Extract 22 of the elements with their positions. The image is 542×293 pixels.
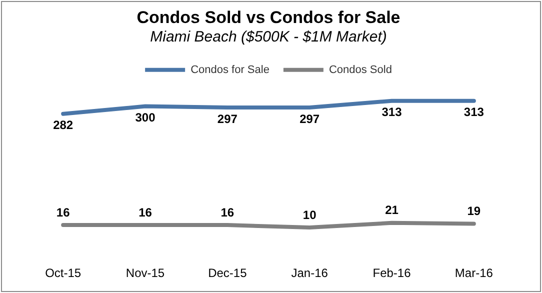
data-label: 313 [464,105,484,120]
x-tick-label: Feb-16 [372,266,412,280]
data-label: 297 [300,112,320,126]
x-tick-label: Dec-15 [208,266,248,280]
data-label: 282 [53,118,74,132]
data-label: 19 [467,204,481,218]
data-label: 21 [385,203,399,218]
data-label: 313 [382,105,402,120]
data-label: 16 [220,205,234,220]
x-tick-label: Nov-15 [126,266,165,280]
x-tick-label: Jan-16 [291,266,328,280]
data-label: 16 [138,205,152,220]
legend-label: Condos Sold [328,64,392,76]
chart-title: Condos Sold vs Condos for Sale [136,8,400,27]
legend-label: Condos for Sale [190,64,270,76]
x-tick-label: Oct-15 [45,266,82,280]
data-label: 10 [302,208,317,222]
data-label: 16 [56,205,70,220]
data-label: 300 [135,110,156,125]
data-label: 297 [217,112,238,126]
x-tick-label: Mar-16 [454,266,494,280]
chart-subtitle: Miami Beach ($500K - $1M Market) [150,28,387,46]
